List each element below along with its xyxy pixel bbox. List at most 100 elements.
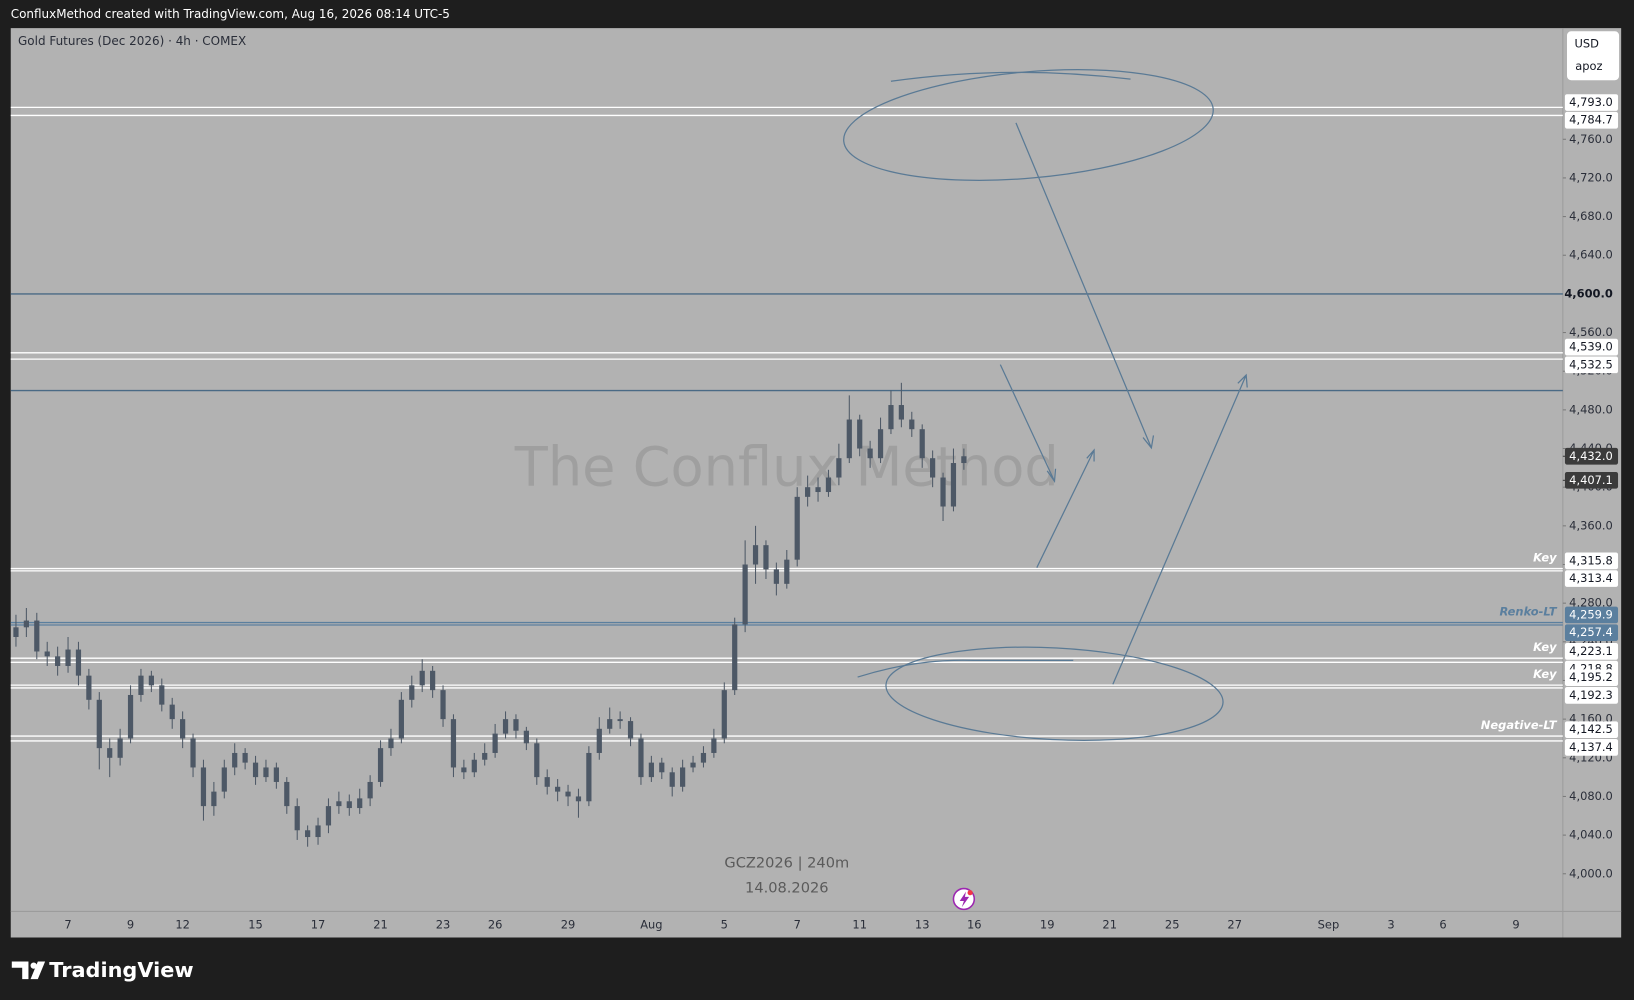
candle-body: [232, 752, 238, 768]
logo-shape: [30, 961, 46, 980]
candle-body: [919, 429, 925, 459]
y-tick-label: 4,480.0: [1569, 402, 1613, 416]
candle-body: [523, 730, 529, 744]
candle-body: [617, 719, 623, 722]
candle-body: [471, 759, 477, 773]
x-tick-label: 25: [1165, 918, 1180, 932]
price-label: 4,257.4: [1569, 625, 1613, 639]
logo-shape: [11, 961, 29, 980]
arrow-drawing: [1036, 448, 1095, 568]
candle-body: [346, 801, 352, 809]
candle-body: [75, 649, 82, 676]
candle-body: [263, 767, 269, 778]
candle-body: [55, 656, 61, 666]
candle-body: [367, 781, 373, 799]
price-label: 4,259.9: [1569, 607, 1613, 621]
candle-body: [711, 738, 717, 753]
candle-body: [305, 830, 311, 838]
candle-body: [669, 772, 675, 787]
candle-body: [940, 477, 946, 507]
y-tick-label: 4,560.0: [1569, 325, 1613, 339]
price-label-box: [1564, 356, 1619, 374]
candle-body: [575, 796, 582, 802]
x-tick-label: Sep: [1318, 918, 1340, 932]
candle-body: [659, 762, 665, 773]
arrow-drawing: [999, 364, 1057, 484]
x-tick-label: 15: [248, 918, 263, 932]
currency: USD: [1575, 36, 1600, 50]
candle-body: [909, 419, 915, 430]
candle-body: [930, 458, 936, 478]
x-tick-label: 19: [1040, 918, 1055, 932]
x-tick-label: 7: [794, 918, 801, 932]
level-name: Key: [1533, 667, 1557, 681]
candle-body: [315, 825, 321, 838]
candle-body: [190, 738, 196, 768]
x-tick-label: 12: [175, 918, 190, 932]
level-name: Negative-LT: [1481, 718, 1558, 732]
level-name: Renko-LT: [1499, 605, 1557, 619]
x-tick-label: 11: [852, 918, 867, 932]
candle-body: [409, 685, 415, 700]
price-label: 4,784.7: [1569, 113, 1613, 127]
candle-body: [284, 781, 290, 807]
candle-body: [742, 564, 748, 625]
level-name: Key: [1533, 640, 1557, 654]
candle-body: [34, 620, 40, 652]
candle-body: [836, 458, 842, 478]
y-tick-label: 4,080.0: [1569, 789, 1613, 803]
candle-body: [502, 719, 509, 734]
x-tick-label: 26: [488, 918, 503, 932]
candle-body: [607, 719, 613, 729]
price-label-box: [1564, 111, 1619, 129]
candle-body: [877, 429, 884, 459]
candle-body: [169, 704, 175, 720]
price-label-box: [1564, 94, 1619, 111]
candle-body: [950, 463, 957, 507]
price-label-box: [1564, 606, 1619, 624]
candle-body: [752, 545, 759, 565]
x-tick-label: 23: [436, 918, 451, 932]
candle-body: [13, 627, 19, 637]
symbol-title: Gold Futures (Dec 2026) · 4h · COMEX: [18, 34, 246, 48]
x-tick-label: 9: [127, 918, 134, 932]
price-label: 4,539.0: [1569, 340, 1613, 354]
symbol-caption: GCZ2026 | 240m: [724, 855, 849, 872]
scale-owner: apoz: [1575, 59, 1602, 73]
x-tick-label: 21: [373, 918, 388, 932]
candle-body: [680, 767, 686, 787]
candle-body: [86, 675, 92, 700]
candle-body: [627, 721, 634, 739]
candle-body: [784, 559, 790, 584]
candle-body: [325, 806, 332, 826]
x-tick-label: 21: [1102, 918, 1117, 932]
candle-body: [138, 675, 144, 695]
curve-drawing: [857, 659, 1074, 678]
y-tick-label: 4,640.0: [1569, 248, 1613, 262]
x-tick-label: 13: [915, 918, 930, 932]
candle-body: [44, 651, 50, 657]
candle-body: [596, 728, 602, 753]
candle-body: [127, 694, 134, 739]
x-tick-label: 16: [967, 918, 982, 932]
candle-body: [273, 767, 279, 782]
price-label-box: [1564, 338, 1619, 356]
candle-body: [357, 798, 363, 809]
arrow-drawing: [1015, 122, 1155, 450]
x-tick-label: 29: [561, 918, 576, 932]
price-label: 4,195.2: [1569, 670, 1613, 684]
candle-body: [180, 719, 186, 739]
candle-body: [898, 405, 904, 420]
candle-body: [825, 477, 832, 493]
candle-body: [690, 762, 696, 768]
candle-body: [815, 487, 821, 493]
chart-pane: [10, 28, 1622, 938]
currency-box[interactable]: [1567, 31, 1620, 81]
candle-body: [398, 699, 404, 739]
candle-body: [252, 762, 259, 778]
y-tick-label: 4,000.0: [1569, 866, 1613, 880]
candle-body: [888, 405, 894, 430]
y-tick-label: 4,680.0: [1569, 209, 1613, 223]
header-credit: ConfluxMethod created with TradingView.c…: [11, 7, 450, 21]
